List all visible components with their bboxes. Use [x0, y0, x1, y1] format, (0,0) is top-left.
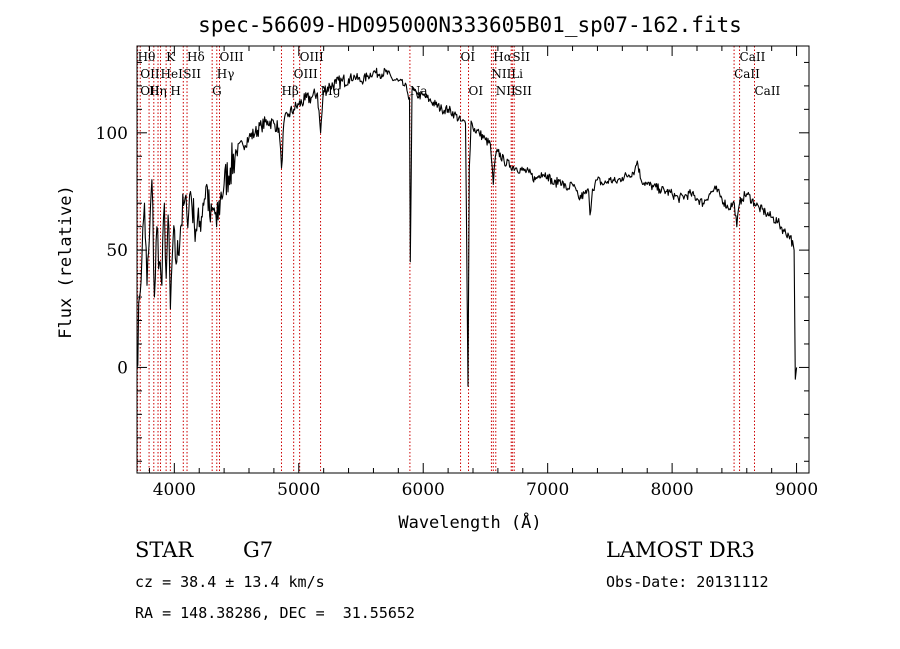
x-axis-label: Wavelength (Å)	[398, 511, 541, 533]
spectral-subclass: G7	[243, 538, 274, 562]
y-tick-label: 100	[96, 124, 128, 144]
observation-date: Obs-Date: 20131112	[606, 573, 769, 591]
line-label-OIII: OIII	[294, 67, 318, 81]
line-label-Hδ: Hδ	[187, 50, 205, 64]
line-label-OI: OI	[469, 84, 484, 98]
spectrum-line	[136, 67, 798, 387]
line-label-G: G	[212, 84, 222, 98]
line-label-OII: OII	[140, 67, 160, 81]
plot-frame	[136, 45, 810, 474]
survey-name: LAMOST DR3	[606, 538, 755, 562]
line-label-NII: NII	[496, 84, 516, 98]
line-label-CaII: CaII	[740, 50, 766, 64]
line-label-SII: SII	[512, 50, 530, 64]
redshift-velocity: cz = 38.4 ± 13.4 km/s	[135, 573, 325, 591]
line-label-OII: OII	[140, 84, 160, 98]
line-label-Hθ: Hθ	[138, 50, 156, 64]
y-axis-label: Flux (relative)	[56, 185, 76, 339]
line-label-Na: Na	[410, 84, 428, 98]
line-label-SII: SII	[183, 67, 201, 81]
line-label-Hα: Hα	[493, 50, 512, 64]
line-label-Hγ: Hγ	[217, 67, 235, 81]
line-label-K: K	[166, 50, 176, 64]
line-label-CaII: CaII	[734, 67, 760, 81]
line-label-SII: SII	[514, 84, 532, 98]
x-tick-label: 4000	[153, 480, 196, 500]
line-label-Mg: Mg	[321, 84, 341, 98]
chart-title: spec-56609-HD095000N333605B01_sp07-162.f…	[198, 13, 742, 37]
line-label-H: H	[170, 84, 180, 98]
line-label-CaII: CaII	[754, 84, 780, 98]
line-label-OIII: OIII	[220, 50, 244, 64]
object-type: STAR	[135, 538, 194, 562]
line-label-Hβ: Hβ	[281, 84, 298, 98]
line-label-OIII: OIII	[300, 50, 324, 64]
line-label-OI: OI	[461, 50, 476, 64]
line-label-NII: NII	[491, 67, 511, 81]
x-tick-label: 8000	[650, 480, 693, 500]
line-label-Li: Li	[511, 67, 523, 81]
line-label-HeI: HeI	[161, 67, 184, 81]
coordinates: RA = 148.38286, DEC = 31.55652	[135, 604, 415, 622]
x-tick-label: 9000	[775, 480, 818, 500]
x-tick-label: 7000	[526, 480, 569, 500]
y-tick-label: 0	[117, 358, 128, 378]
line-label-Hη: Hη	[149, 84, 167, 98]
x-tick-label: 5000	[277, 480, 320, 500]
x-tick-label: 6000	[402, 480, 445, 500]
y-tick-label: 50	[106, 241, 128, 261]
